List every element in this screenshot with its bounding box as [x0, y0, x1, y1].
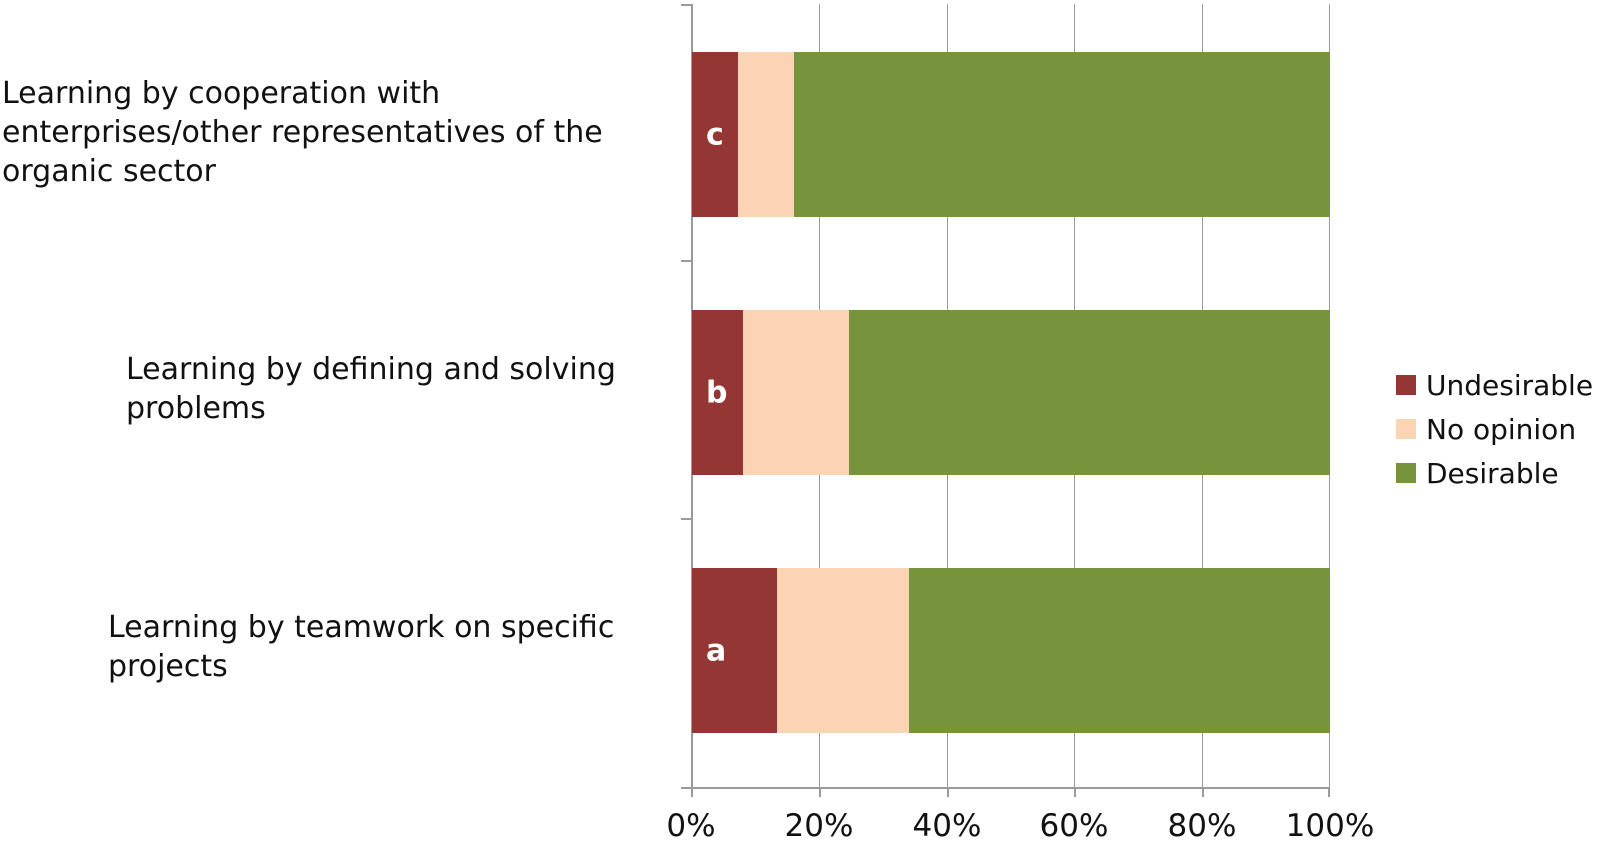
bar-segment-undesirable: b [692, 310, 744, 475]
legend-item-no-opinion: No opinion [1396, 407, 1593, 451]
x-axis-tick [1202, 789, 1205, 797]
bar-segment-undesirable: a [692, 568, 777, 733]
bar-letter-label: a [706, 633, 727, 668]
x-tick-label: 60% [1039, 808, 1109, 844]
bar-segment-no-opinion [776, 568, 909, 733]
y-axis-tick [681, 260, 691, 262]
category-label-line: projects [108, 649, 228, 684]
x-tick-label: 100% [1285, 808, 1375, 844]
category-label-line: Learning by defining and solving [126, 352, 616, 387]
x-axis [681, 787, 1330, 789]
bar-segment-desirable [794, 52, 1330, 217]
bar-segment-desirable [848, 310, 1330, 475]
category-label-line: problems [126, 391, 266, 426]
legend-item-undesirable: Undesirable [1396, 363, 1593, 407]
legend: Undesirable No opinion Desirable [1396, 363, 1593, 495]
x-axis-tick [1328, 789, 1330, 797]
bar-letter-label: b [706, 375, 728, 410]
y-axis-tick [681, 518, 691, 520]
x-tick-label: 40% [912, 808, 982, 844]
category-label-line: Learning by cooperation with [2, 76, 441, 111]
x-axis-tick [691, 789, 693, 797]
legend-item-desirable: Desirable [1396, 451, 1593, 495]
x-axis-tick [818, 789, 821, 797]
bar-b: b [692, 310, 1330, 475]
bar-segment-undesirable: c [692, 52, 738, 217]
category-label-b: Learning by defining and solving problem… [126, 350, 616, 428]
legend-swatch-icon [1396, 463, 1416, 483]
category-label-line: Learning by teamwork on specific [108, 610, 615, 645]
bar-c: c [692, 52, 1330, 217]
bar-a: a [692, 568, 1330, 733]
x-tick-label: 80% [1167, 808, 1237, 844]
bar-letter-label: c [706, 117, 724, 152]
x-axis-tick [1074, 789, 1077, 797]
legend-swatch-icon [1396, 419, 1416, 439]
category-label-a: Learning by teamwork on specific project… [108, 608, 614, 686]
bar-segment-desirable [908, 568, 1330, 733]
legend-label: Desirable [1426, 456, 1559, 490]
x-tick-label: 0% [666, 808, 716, 844]
category-label-line: enterprises/other representatives of the [2, 115, 603, 150]
category-label-line: organic sector [2, 154, 216, 189]
plot-area: c b a [681, 4, 1330, 797]
y-axis-tick [681, 4, 691, 6]
legend-swatch-icon [1396, 375, 1416, 395]
category-label-c: Learning by cooperation with enterprises… [2, 74, 603, 191]
bar-segment-no-opinion [743, 310, 849, 475]
legend-label: No opinion [1426, 412, 1577, 446]
bar-segment-no-opinion [737, 52, 795, 217]
x-tick-label: 20% [784, 808, 854, 844]
legend-label: Undesirable [1426, 368, 1594, 402]
x-axis-tick [946, 789, 949, 797]
